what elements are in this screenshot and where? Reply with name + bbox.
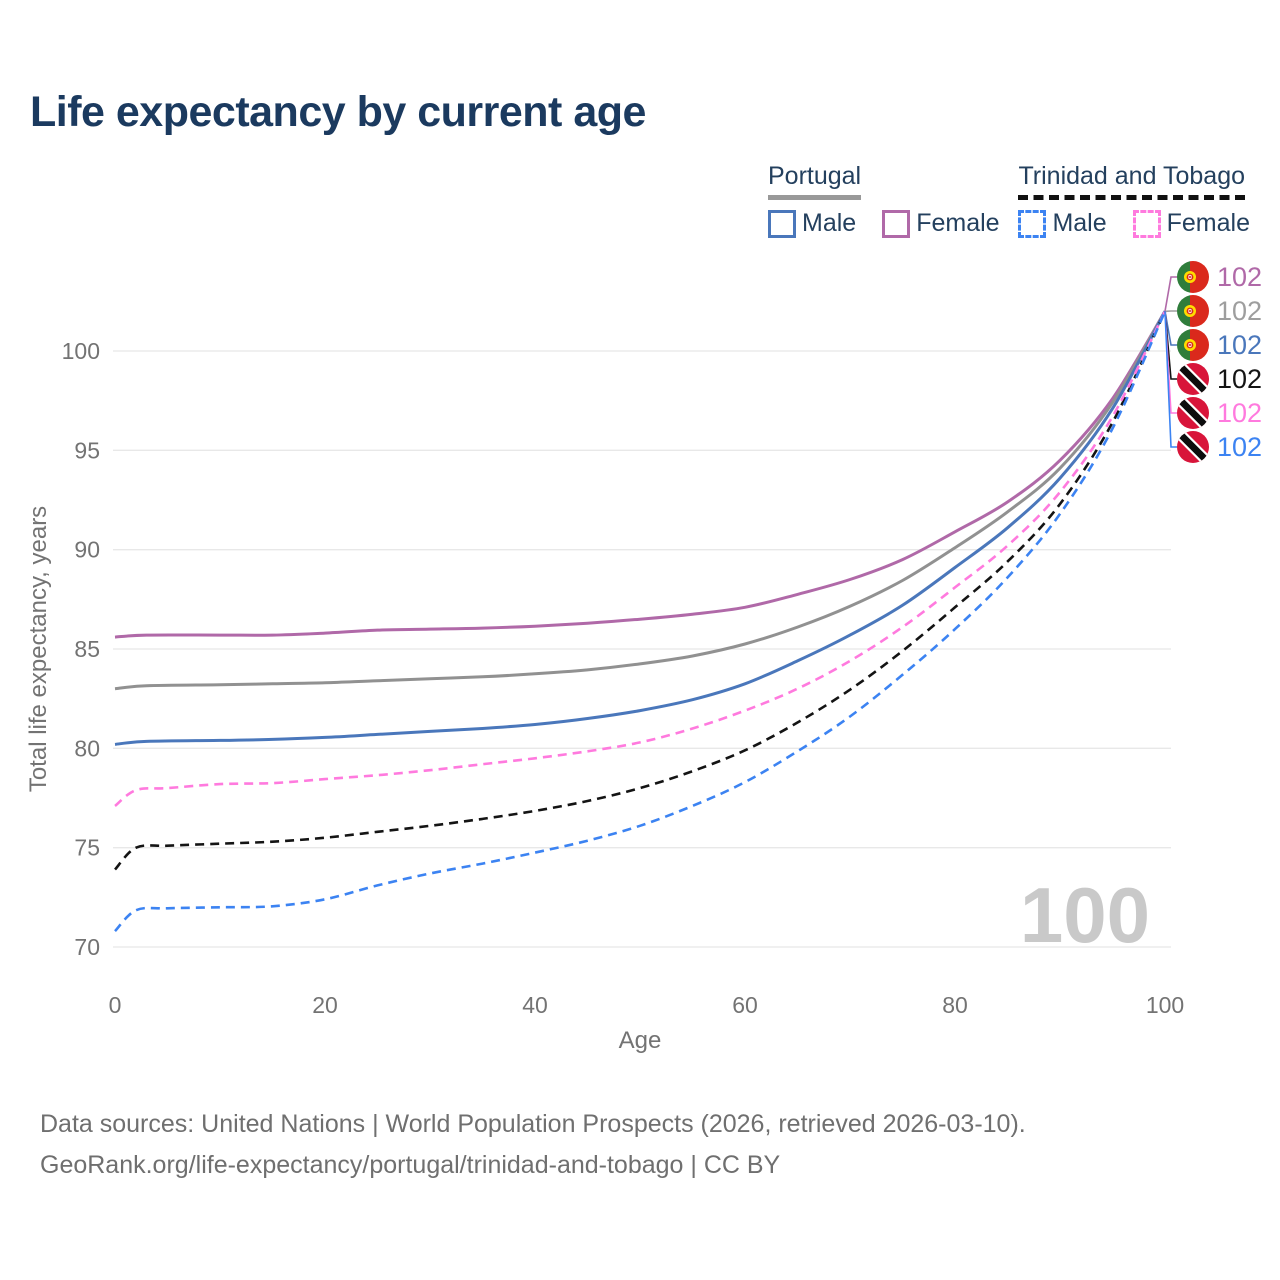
legend-key-box-trinidad-female[interactable] [1132, 209, 1161, 238]
legend-items-portugal: Male Female [768, 209, 1000, 238]
x-tick-label: 0 [109, 992, 122, 1018]
end-label-connector [1164, 311, 1177, 448]
legend-group-trinidad-and-tobago: Trinidad and Tobago Male Female [1018, 162, 1250, 238]
line-trinidad-female [114, 310, 1167, 807]
end-label-connector [1164, 276, 1177, 312]
x-tick-label: 60 [732, 992, 758, 1018]
page-title: Life expectancy by current age [30, 88, 646, 136]
footer-attribution-link: GeoRank.org/life-expectancy/portugal/tri… [40, 1151, 781, 1179]
y-tick-label: 75 [74, 835, 100, 861]
end-label-value: 102 [1217, 262, 1263, 292]
line-trinidad-both [114, 310, 1167, 871]
trinidad-and-tobago-flag-icon [1177, 397, 1209, 429]
legend-item-label: Male [802, 209, 857, 237]
gridlines [113, 350, 1171, 948]
end-label-row: 102 [1177, 261, 1262, 293]
end-label-row: 102 [1177, 397, 1262, 429]
legend-key-box-trinidad-male[interactable] [1018, 209, 1047, 238]
portugal-flag-icon [1177, 295, 1209, 327]
end-label-value: 102 [1217, 330, 1263, 360]
trinidad-and-tobago-flag-icon [1177, 431, 1209, 463]
end-label-row: 102 [1177, 329, 1262, 361]
y-tick-label: 95 [74, 437, 100, 463]
line-portugal-female [114, 310, 1167, 639]
portugal-flag-icon [1177, 261, 1209, 293]
x-tick-label: 20 [312, 992, 338, 1018]
series-lines [114, 310, 1167, 933]
legend-item-label: Female [1166, 209, 1250, 237]
y-tick-label: 70 [74, 934, 100, 960]
end-label-connectors [1164, 276, 1177, 448]
footer: Data sources: United Nations | World Pop… [40, 1104, 1026, 1186]
x-axis-title: Age [619, 1027, 662, 1054]
x-tick-label: 40 [522, 992, 548, 1018]
y-axis-title: Total life expectancy, years [25, 506, 52, 792]
y-tick-label: 100 [62, 338, 100, 364]
legend-item-trinidad-male[interactable]: Male [1018, 209, 1107, 238]
y-tick-label: 90 [74, 537, 100, 563]
end-label-row: 102 [1177, 431, 1262, 463]
legend: Portugal Male Female Trinidad and Tobago… [768, 162, 1250, 238]
line-portugal-male [114, 310, 1167, 746]
legend-item-label: Male [1052, 209, 1107, 237]
legend-item-label: Female [916, 209, 1000, 237]
footer-data-sources: Data sources: United Nations | World Pop… [40, 1110, 1026, 1138]
legend-item-portugal-female[interactable]: Female [882, 209, 1000, 238]
legend-key-box-portugal-male[interactable] [768, 209, 796, 238]
age-counter-watermark: 100 [1020, 871, 1150, 959]
legend-item-portugal-male[interactable]: Male [768, 209, 856, 238]
legend-country-label-trinidad-and-tobago: Trinidad and Tobago [1018, 162, 1245, 200]
y-tick-label: 85 [74, 636, 100, 662]
end-label-value: 102 [1217, 432, 1263, 462]
end-label-connector [1164, 311, 1177, 346]
x-tick-label: 100 [1146, 992, 1184, 1018]
end-label-value: 102 [1217, 364, 1263, 394]
legend-key-box-portugal-female[interactable] [882, 209, 911, 238]
end-label-row: 102 [1177, 363, 1262, 395]
legend-country-label-portugal: Portugal [768, 162, 862, 200]
legend-group-portugal: Portugal Male Female [768, 162, 1000, 238]
legend-item-trinidad-female[interactable]: Female [1132, 209, 1250, 238]
trinidad-and-tobago-flag-icon [1177, 363, 1209, 395]
y-tick-label: 80 [74, 735, 100, 761]
portugal-flag-icon [1177, 329, 1209, 361]
end-label-value: 102 [1217, 296, 1263, 326]
x-tick-label: 80 [942, 992, 968, 1018]
line-trinidad-male [114, 310, 1167, 933]
end-label-row: 102 [1177, 295, 1262, 327]
y-axis-tick-labels: 70 75 80 85 90 95 100 [62, 338, 100, 960]
legend-items-trinidad-and-tobago: Male Female [1018, 209, 1250, 238]
end-label-value: 102 [1217, 398, 1263, 428]
x-axis-tick-labels: 0 20 40 60 80 100 [109, 992, 1185, 1018]
line-portugal-both [114, 310, 1167, 691]
